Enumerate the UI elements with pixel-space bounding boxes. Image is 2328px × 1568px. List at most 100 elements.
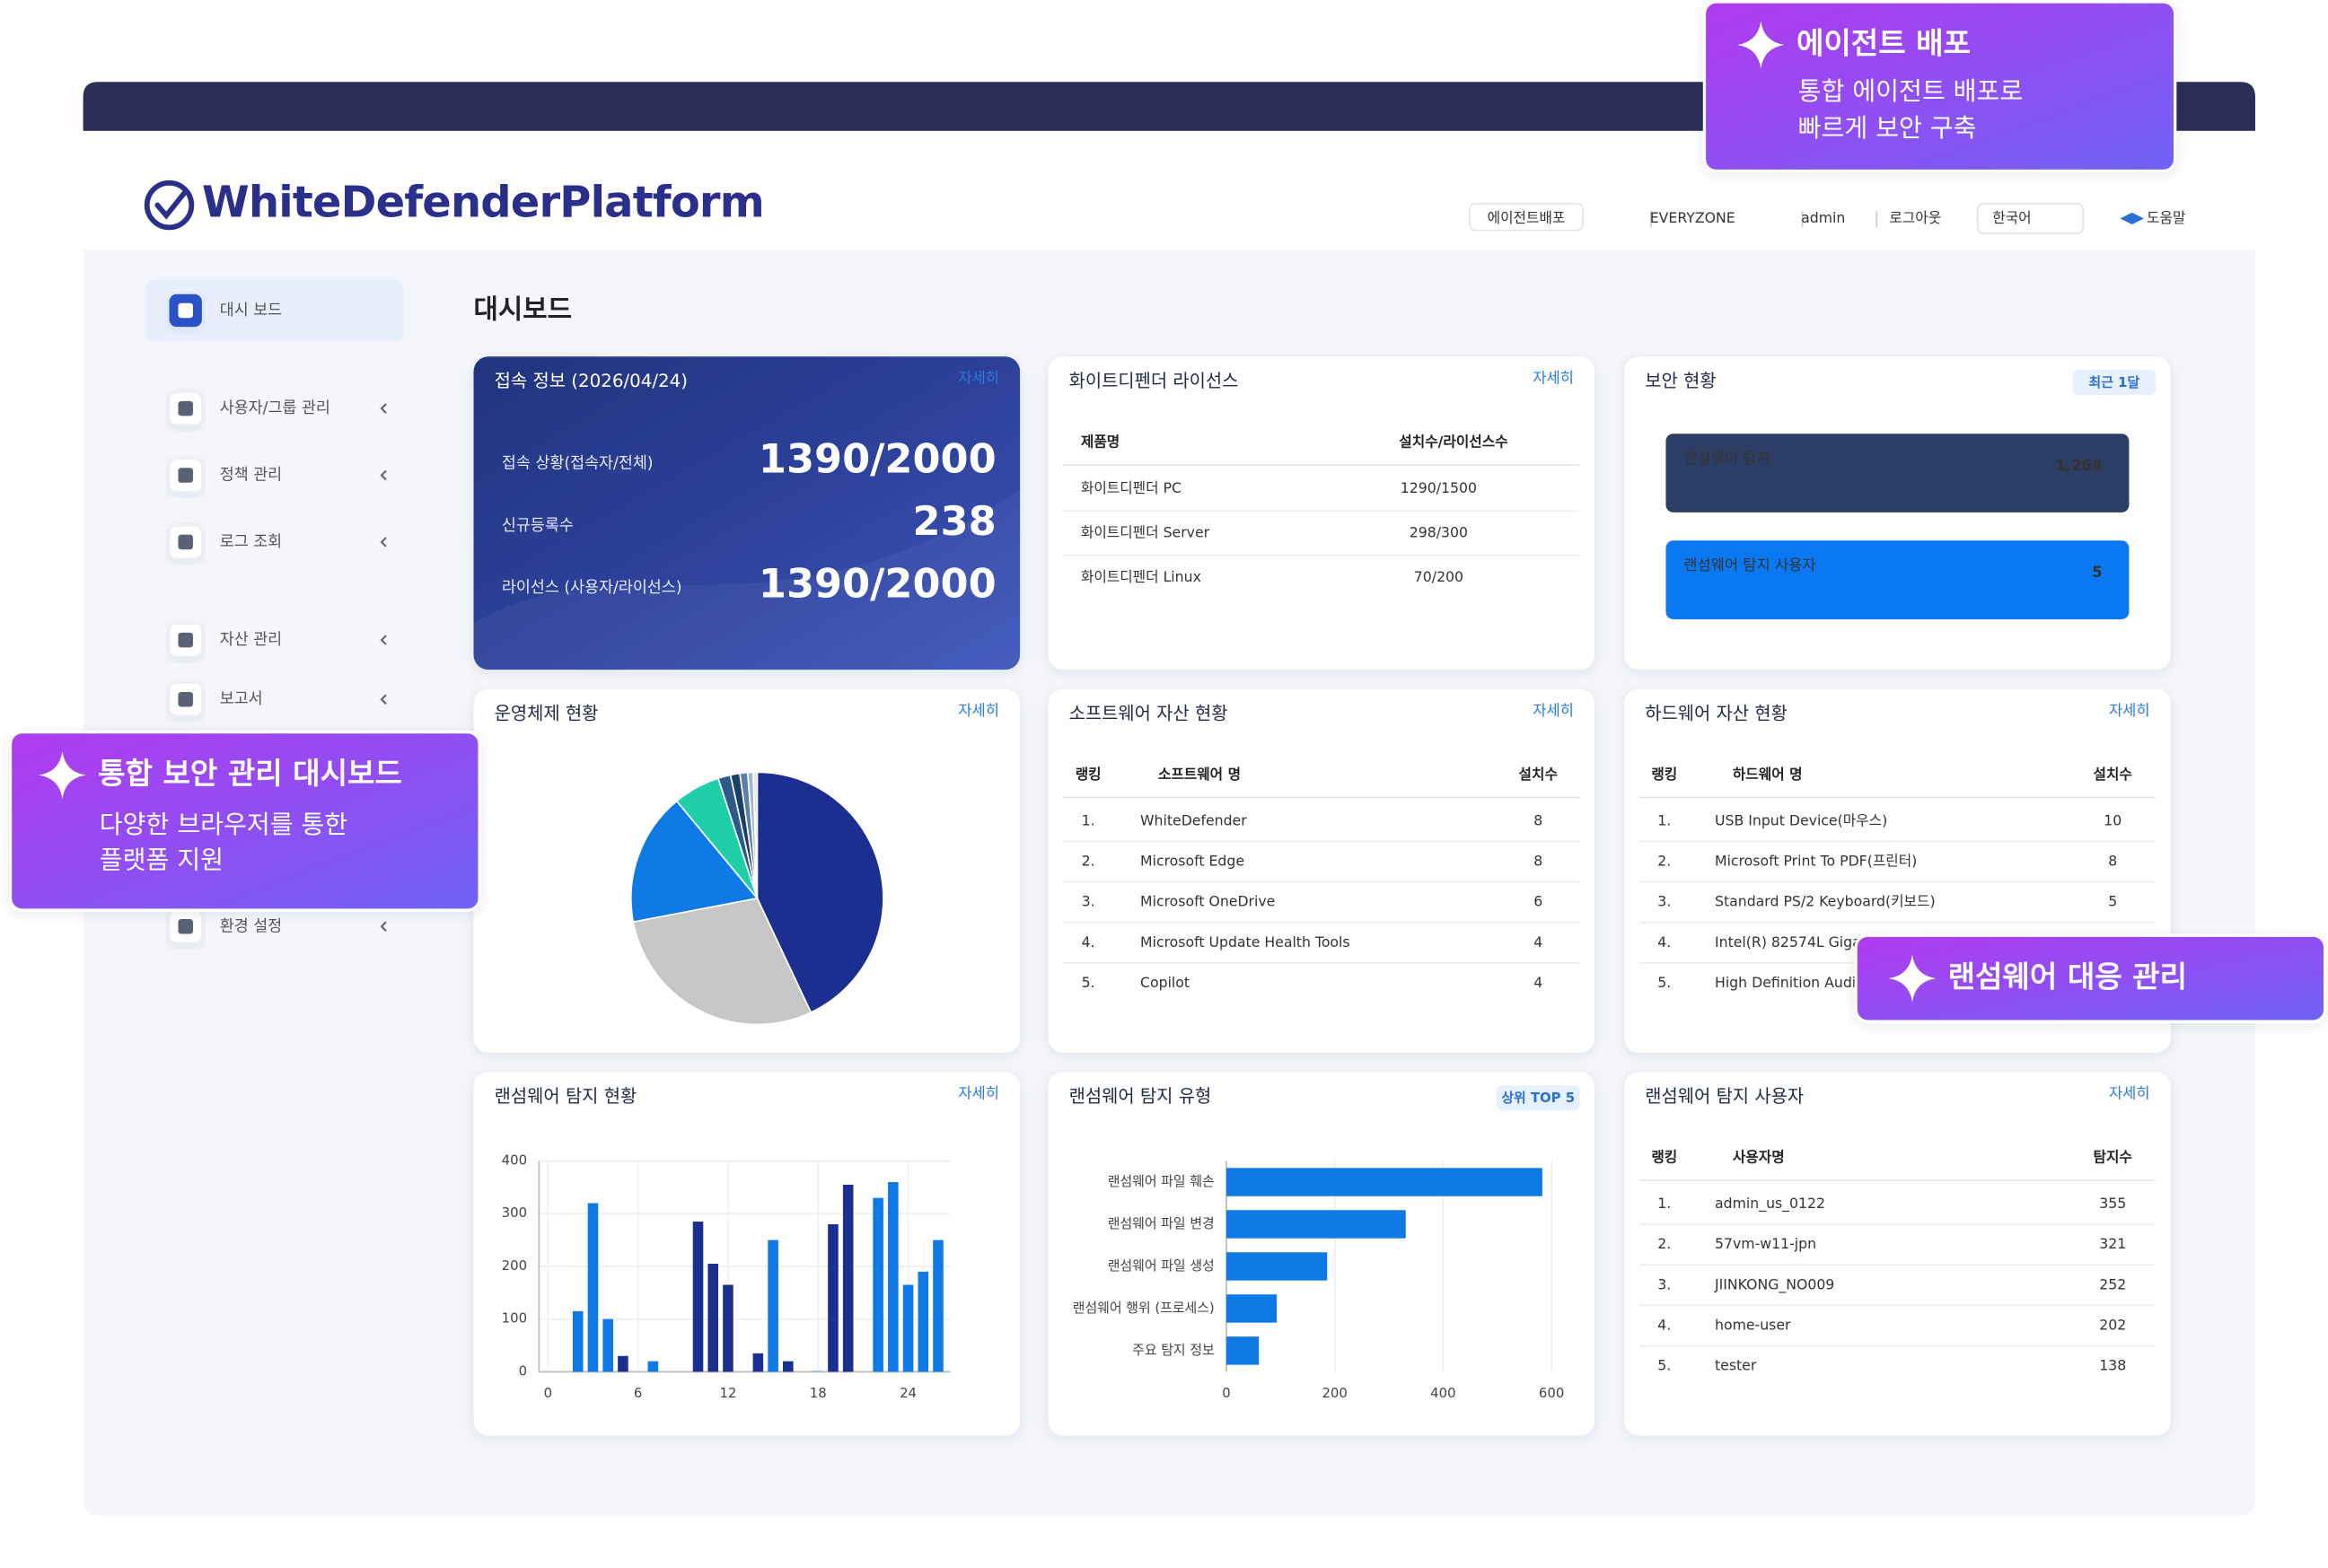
sidebar-item[interactable]: 로그 조회 — [220, 533, 282, 551]
table-header: 설치수 — [1519, 766, 1558, 783]
nav-item[interactable]: 에이전트배포 — [1488, 209, 1566, 226]
sidebar-chevron — [380, 403, 387, 414]
stat-label: 라이선스 (사용자/라이선스) — [502, 579, 682, 597]
bar — [783, 1361, 794, 1372]
sidebar-item[interactable]: 대시 보드 — [220, 302, 282, 320]
pie-slice — [630, 800, 759, 924]
table-cell: Intel(R) 82574L Gigab — [1715, 933, 1870, 950]
sidebar-chevron — [380, 469, 387, 481]
table-cell: WhiteDefender — [1140, 811, 1247, 828]
card-title: 하드웨어 자산 현황 — [1645, 703, 1788, 723]
more-link[interactable]: 자세히 — [2109, 702, 2150, 719]
table-header: 사용자명 — [1733, 1149, 1785, 1166]
bar — [888, 1182, 899, 1372]
table-cell: 5 — [2108, 893, 2117, 910]
table-cell: 화이트디펜더 Linux — [1081, 568, 1201, 585]
table-header: 탐지수 — [2094, 1149, 2132, 1166]
table-cell: 4. — [1657, 933, 1671, 950]
y-tick-label: 주요 탐지 정보 — [1132, 1342, 1215, 1358]
more-link[interactable]: 자세히 — [2109, 1085, 2150, 1102]
callout-title: 랜섬웨어 대응 관리 — [1948, 959, 2187, 994]
card-title: 랜섬웨어 탐지 사용자 — [1645, 1086, 1804, 1107]
table-cell: 4 — [1533, 933, 1542, 950]
callout-line: 플랫폼 지원 — [100, 845, 224, 874]
table-cell: 6 — [1533, 893, 1542, 910]
table-cell: admin_us_0122 — [1715, 1195, 1825, 1213]
bar — [692, 1222, 704, 1372]
nav-item[interactable]: admin — [1801, 209, 1845, 226]
card — [1048, 356, 1595, 670]
bar — [918, 1271, 929, 1372]
bar — [873, 1197, 883, 1372]
table-header: 랭킹 — [1651, 766, 1677, 783]
bar — [1225, 1294, 1278, 1323]
more-link[interactable]: 자세히 — [1533, 702, 1574, 719]
callout-line: 통합 에이전트 배포로 — [1798, 76, 2024, 106]
table-cell: 1290/1500 — [1401, 479, 1477, 496]
x-tick-label: 12 — [719, 1385, 736, 1401]
sidebar-item[interactable]: 자산 관리 — [220, 631, 282, 649]
bar — [587, 1203, 599, 1372]
sidebar-chevron — [380, 635, 387, 645]
more-link[interactable]: 자세히 — [1533, 370, 1574, 387]
card-wave — [473, 490, 1021, 670]
table-cell: 8 — [2108, 852, 2117, 869]
callout-line: 다양한 브라우저를 통한 — [100, 810, 347, 839]
status-label: 랜섬웨어 탐지 — [1683, 450, 1770, 467]
y-tick-label: 400 — [502, 1152, 527, 1169]
nav-item[interactable]: 도움말 — [2147, 209, 2185, 226]
table-cell: home-user — [1715, 1316, 1791, 1333]
card — [1624, 356, 2171, 670]
sidebar-item[interactable]: 보고서 — [220, 690, 263, 708]
table-cell: 321 — [2099, 1235, 2126, 1252]
card-title: 랜섬웨어 탐지 현황 — [495, 1086, 637, 1107]
table-header: 설치수/라이선스수 — [1399, 434, 1507, 451]
more-link[interactable]: 자세히 — [958, 370, 999, 387]
table-cell: tester — [1715, 1357, 1757, 1374]
card-title: 접속 정보 (2026/04/24) — [495, 371, 688, 391]
bar — [1225, 1168, 1542, 1196]
more-link[interactable]: 자세히 — [958, 702, 999, 719]
y-tick-label: 랜섬웨어 행위 (프로세스) — [1073, 1300, 1215, 1316]
table-cell: 5. — [1657, 974, 1671, 991]
sidebar-item[interactable]: 정책 관리 — [220, 467, 282, 485]
y-tick-label: 0 — [519, 1362, 527, 1379]
table-header: 하드웨어 명 — [1733, 766, 1803, 783]
card-title: 소프트웨어 자산 현황 — [1069, 703, 1228, 723]
table-cell: Microsoft Print To PDF(프린터) — [1715, 852, 1917, 869]
bar — [933, 1240, 944, 1372]
card — [473, 356, 1021, 670]
sidebar-item[interactable]: 사용자/그룹 관리 — [220, 399, 330, 417]
sidebar-active — [145, 279, 404, 342]
badge-bg — [1496, 1085, 1580, 1111]
nav-item[interactable]: EVERYZONE — [1650, 209, 1735, 226]
card-title: 운영체제 현황 — [495, 703, 599, 723]
callout — [1702, 0, 2177, 173]
stat-label: 접속 상황(접속자/전체) — [502, 454, 654, 472]
nav-item[interactable]: 한국어 — [1992, 209, 2031, 226]
more-link[interactable]: 자세히 — [958, 1085, 999, 1102]
stat-value: 1390/2000 — [759, 436, 997, 483]
nav-item[interactable]: 로그아웃 — [1889, 209, 1941, 226]
bar — [1225, 1210, 1406, 1239]
sidebar-item[interactable]: 환경 설정 — [220, 917, 282, 935]
stat-label: 신규등록수 — [502, 517, 574, 535]
callout-title: 에이전트 배포 — [1797, 25, 1971, 60]
y-tick-label: 200 — [502, 1257, 527, 1274]
y-tick-label: 랜섬웨어 파일 생성 — [1108, 1257, 1215, 1274]
bar — [618, 1355, 628, 1372]
card-title: 화이트디펜더 라이선스 — [1069, 371, 1239, 391]
bar — [1225, 1252, 1328, 1281]
table-cell: 1. — [1657, 1195, 1671, 1212]
sidebar-chevron — [380, 694, 387, 705]
sidebar-icon-glyph — [178, 468, 193, 483]
table-cell: 4. — [1082, 933, 1095, 950]
x-tick-label: 200 — [1322, 1385, 1347, 1401]
table-cell: 2. — [1657, 1235, 1671, 1252]
logo: WhiteDefenderPlatform — [202, 178, 764, 228]
bar — [842, 1184, 854, 1372]
table-cell: 2. — [1657, 852, 1671, 869]
table-cell: 2. — [1082, 852, 1095, 869]
table-cell: 1. — [1082, 811, 1095, 828]
table-cell: 8 — [1533, 811, 1542, 828]
